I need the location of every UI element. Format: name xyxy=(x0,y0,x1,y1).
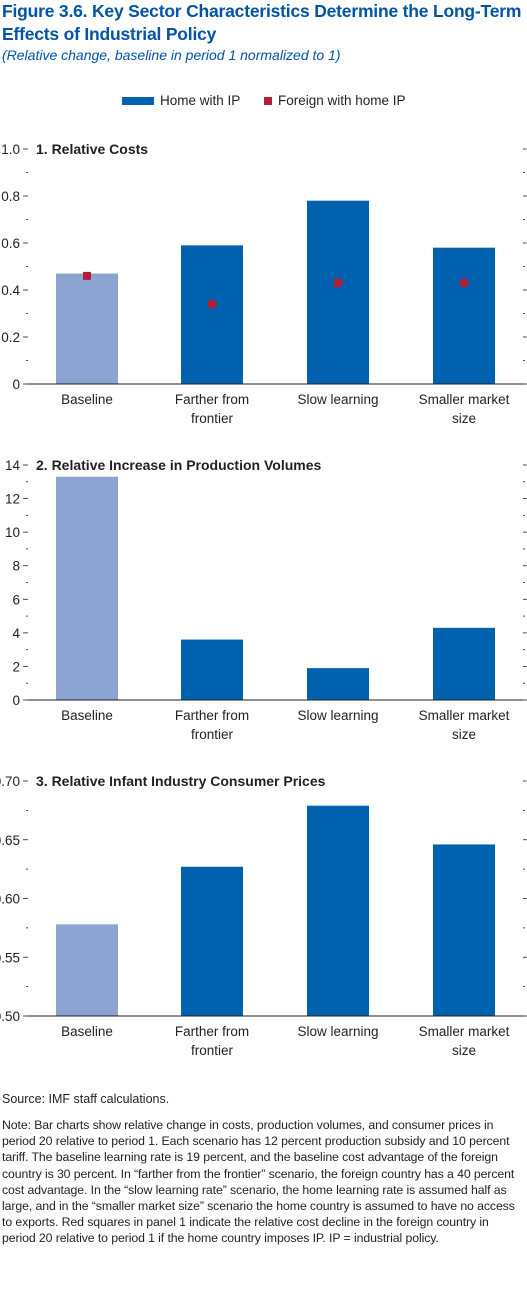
category-label: Smaller market xyxy=(419,1024,510,1039)
y-tick-label: 14 xyxy=(5,458,21,473)
figure-subtitle: (Relative change, baseline in period 1 n… xyxy=(2,47,341,63)
legend-label-foreign: Foreign with home IP xyxy=(278,93,406,108)
y-tick-label: 10 xyxy=(5,525,20,540)
legend-bar-swatch xyxy=(122,96,154,105)
foreign-marker xyxy=(460,278,468,287)
category-label: Slow learning xyxy=(297,708,378,723)
bar-scenario xyxy=(433,627,495,700)
legend: Home with IP Foreign with home IP xyxy=(0,93,527,113)
category-label: frontier xyxy=(191,727,234,742)
panel-title: 1. Relative Costs xyxy=(36,141,148,157)
panel-title: 2. Relative Increase in Production Volum… xyxy=(36,457,321,473)
bar-baseline xyxy=(56,476,118,700)
category-label: size xyxy=(452,727,476,742)
chart-panel-3: 0.50 0.55 0.60 0.65 0.70 Baseline Farther from… xyxy=(0,773,527,1058)
y-tick-label: 1.0 xyxy=(1,142,20,157)
y-tick-label: 0.2 xyxy=(1,330,20,345)
y-tick-label: 0 xyxy=(12,693,20,708)
category-label: frontier xyxy=(191,1043,234,1058)
figure-title: Figure 3.6. Key Sector Characteristics D… xyxy=(2,1,522,44)
category-label: Farther from xyxy=(175,708,249,723)
category-label: Slow learning xyxy=(297,1024,378,1039)
bar-scenario xyxy=(181,866,243,1016)
foreign-marker xyxy=(334,278,342,287)
y-tick-label: 0.60 xyxy=(0,892,20,907)
bar-scenario xyxy=(181,245,243,384)
legend-square-swatch xyxy=(264,96,272,105)
y-tick-label: 4 xyxy=(12,626,20,641)
category-label: size xyxy=(452,1043,476,1058)
category-label: Slow learning xyxy=(297,392,378,407)
y-tick-label: 0.50 xyxy=(0,1009,20,1024)
category-label: Farther from xyxy=(175,392,249,407)
note-text: Note: Bar charts show relative change in… xyxy=(2,1118,515,1246)
bar-scenario xyxy=(307,200,369,384)
bar-scenario xyxy=(433,247,495,384)
y-tick-label: 0 xyxy=(12,377,20,392)
category-label: Farther from xyxy=(175,1024,249,1039)
bar-scenario xyxy=(307,668,369,700)
foreign-marker xyxy=(83,271,91,280)
legend-label-home: Home with IP xyxy=(160,93,241,108)
chart-panel-1: 0 0.2 0.4 0.6 0.8 1.0 Baseline Farther from fron… xyxy=(1,141,527,426)
category-label: Baseline xyxy=(61,392,113,407)
category-label: Smaller market xyxy=(419,708,510,723)
y-tick-label: 12 xyxy=(5,492,20,507)
panel-title: 3. Relative Infant Industry Consumer Pri… xyxy=(36,773,326,789)
bar-baseline xyxy=(56,924,118,1016)
bar-scenario xyxy=(307,805,369,1016)
y-tick-label: 0.70 xyxy=(0,774,20,789)
category-label: Baseline xyxy=(61,1024,113,1039)
y-tick-label: 0.4 xyxy=(1,283,20,298)
category-label: Baseline xyxy=(61,708,113,723)
legend-item-foreign: Foreign with home IP xyxy=(264,93,406,108)
category-label: frontier xyxy=(191,411,234,426)
bar-baseline xyxy=(56,273,118,384)
category-label: Smaller market xyxy=(419,392,510,407)
y-tick-label: 0.55 xyxy=(0,950,20,965)
y-tick-label: 2 xyxy=(12,659,20,674)
bar-scenario xyxy=(433,844,495,1016)
source-text: Source: IMF staff calculations. xyxy=(2,1092,170,1106)
y-tick-label: 0.65 xyxy=(0,833,20,848)
y-tick-label: 6 xyxy=(12,592,20,607)
legend-item-home: Home with IP xyxy=(122,93,240,108)
y-tick-label: 0.8 xyxy=(1,189,20,204)
category-label: size xyxy=(452,411,476,426)
bar-scenario xyxy=(181,639,243,700)
y-tick-label: 0.6 xyxy=(1,236,20,251)
foreign-marker xyxy=(208,300,216,309)
y-tick-label: 8 xyxy=(12,559,20,574)
chart-panel-2: 0 2 4 6 8 10 12 14 Baseline Farther from frontier S… xyxy=(5,457,527,742)
